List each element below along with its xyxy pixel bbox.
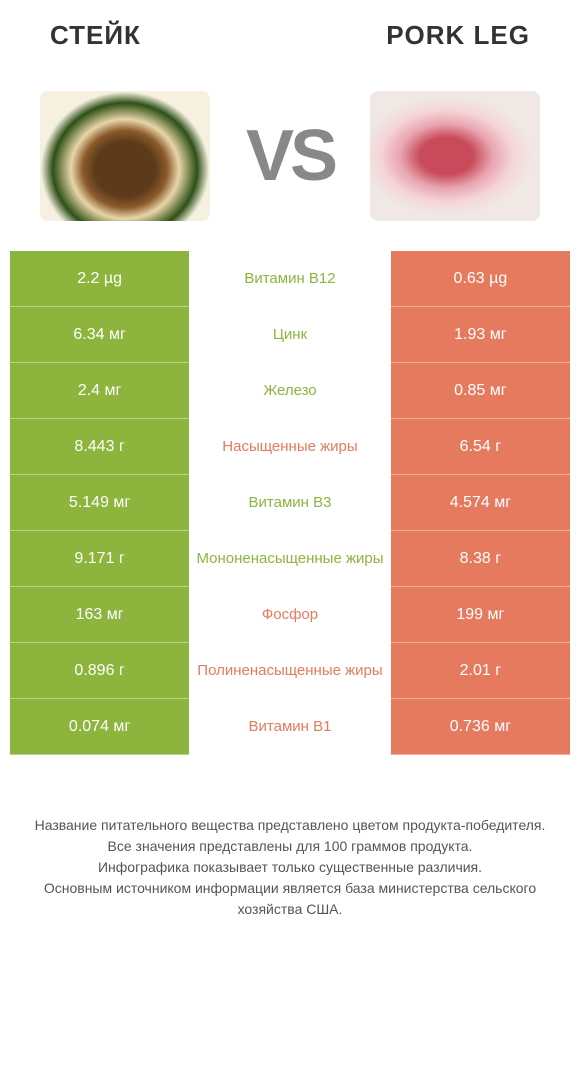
table-row: 2.2 µgВитамин B120.63 µg	[10, 251, 570, 307]
right-value: 0.85 мг	[391, 363, 570, 419]
table-row: 5.149 мгВитамин B34.574 мг	[10, 475, 570, 531]
left-value: 8.443 г	[10, 419, 189, 475]
table-row: 6.34 мгЦинк1.93 мг	[10, 307, 570, 363]
nutrient-name: Фосфор	[189, 587, 391, 643]
left-value: 6.34 мг	[10, 307, 189, 363]
table-row: 0.074 мгВитамин B10.736 мг	[10, 699, 570, 755]
right-value: 6.54 г	[391, 419, 570, 475]
footer-line: Название питательного вещества представл…	[30, 815, 550, 836]
footer-text: Название питательного вещества представл…	[10, 815, 570, 920]
nutrient-name: Насыщенные жиры	[189, 419, 391, 475]
steak-image	[40, 91, 210, 221]
table-row: 9.171 гМононенасыщенные жиры8.38 г	[10, 531, 570, 587]
table-row: 163 мгФосфор199 мг	[10, 587, 570, 643]
footer-line: Все значения представлены для 100 граммо…	[30, 836, 550, 857]
right-value: 2.01 г	[391, 643, 570, 699]
nutrient-name: Витамин B1	[189, 699, 391, 755]
left-value: 9.171 г	[10, 531, 189, 587]
right-value: 8.38 г	[391, 531, 570, 587]
nutrient-name: Цинк	[189, 307, 391, 363]
images-row: VS	[10, 91, 570, 221]
left-food-title: СТЕЙК	[50, 20, 141, 51]
left-value: 0.074 мг	[10, 699, 189, 755]
table-row: 2.4 мгЖелезо0.85 мг	[10, 363, 570, 419]
right-value: 0.736 мг	[391, 699, 570, 755]
right-value: 199 мг	[391, 587, 570, 643]
table-row: 8.443 гНасыщенные жиры6.54 г	[10, 419, 570, 475]
header: СТЕЙК PORK LEG	[10, 20, 570, 51]
table-row: 0.896 гПолиненасыщенные жиры2.01 г	[10, 643, 570, 699]
right-value: 4.574 мг	[391, 475, 570, 531]
footer-line: Инфографика показывает только существенн…	[30, 857, 550, 878]
left-value: 0.896 г	[10, 643, 189, 699]
nutrition-table: 2.2 µgВитамин B120.63 µg6.34 мгЦинк1.93 …	[10, 251, 570, 755]
left-value: 2.4 мг	[10, 363, 189, 419]
pork-leg-image	[370, 91, 540, 221]
footer-line: Основным источником информации является …	[30, 878, 550, 920]
nutrient-name: Мононенасыщенные жиры	[189, 531, 391, 587]
left-value: 2.2 µg	[10, 251, 189, 307]
right-food-title: PORK LEG	[386, 20, 530, 51]
vs-label: VS	[246, 115, 334, 197]
left-value: 163 мг	[10, 587, 189, 643]
nutrient-name: Железо	[189, 363, 391, 419]
nutrient-name: Витамин B12	[189, 251, 391, 307]
left-value: 5.149 мг	[10, 475, 189, 531]
nutrient-name: Полиненасыщенные жиры	[189, 643, 391, 699]
right-value: 0.63 µg	[391, 251, 570, 307]
right-value: 1.93 мг	[391, 307, 570, 363]
nutrient-name: Витамин B3	[189, 475, 391, 531]
